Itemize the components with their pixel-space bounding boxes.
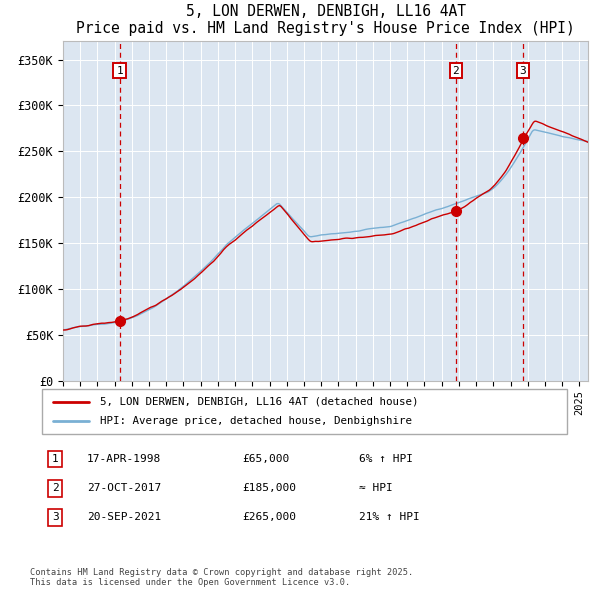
Text: 3: 3: [52, 513, 59, 523]
FancyBboxPatch shape: [42, 389, 567, 434]
Text: 20-SEP-2021: 20-SEP-2021: [87, 513, 161, 523]
Text: 21% ↑ HPI: 21% ↑ HPI: [359, 513, 419, 523]
Text: £185,000: £185,000: [242, 483, 296, 493]
Text: 5, LON DERWEN, DENBIGH, LL16 4AT (detached house): 5, LON DERWEN, DENBIGH, LL16 4AT (detach…: [100, 397, 418, 407]
Text: 2: 2: [452, 65, 459, 76]
Text: ≈ HPI: ≈ HPI: [359, 483, 392, 493]
Text: 6% ↑ HPI: 6% ↑ HPI: [359, 454, 413, 464]
Text: 2: 2: [52, 483, 59, 493]
Text: 3: 3: [520, 65, 526, 76]
Text: £65,000: £65,000: [242, 454, 290, 464]
Text: £265,000: £265,000: [242, 513, 296, 523]
Title: 5, LON DERWEN, DENBIGH, LL16 4AT
Price paid vs. HM Land Registry's House Price I: 5, LON DERWEN, DENBIGH, LL16 4AT Price p…: [76, 4, 575, 36]
Text: HPI: Average price, detached house, Denbighshire: HPI: Average price, detached house, Denb…: [100, 417, 412, 426]
Text: 27-OCT-2017: 27-OCT-2017: [87, 483, 161, 493]
Text: Contains HM Land Registry data © Crown copyright and database right 2025.
This d: Contains HM Land Registry data © Crown c…: [30, 568, 413, 587]
Text: 1: 1: [116, 65, 123, 76]
Text: 17-APR-1998: 17-APR-1998: [87, 454, 161, 464]
Text: 1: 1: [52, 454, 59, 464]
